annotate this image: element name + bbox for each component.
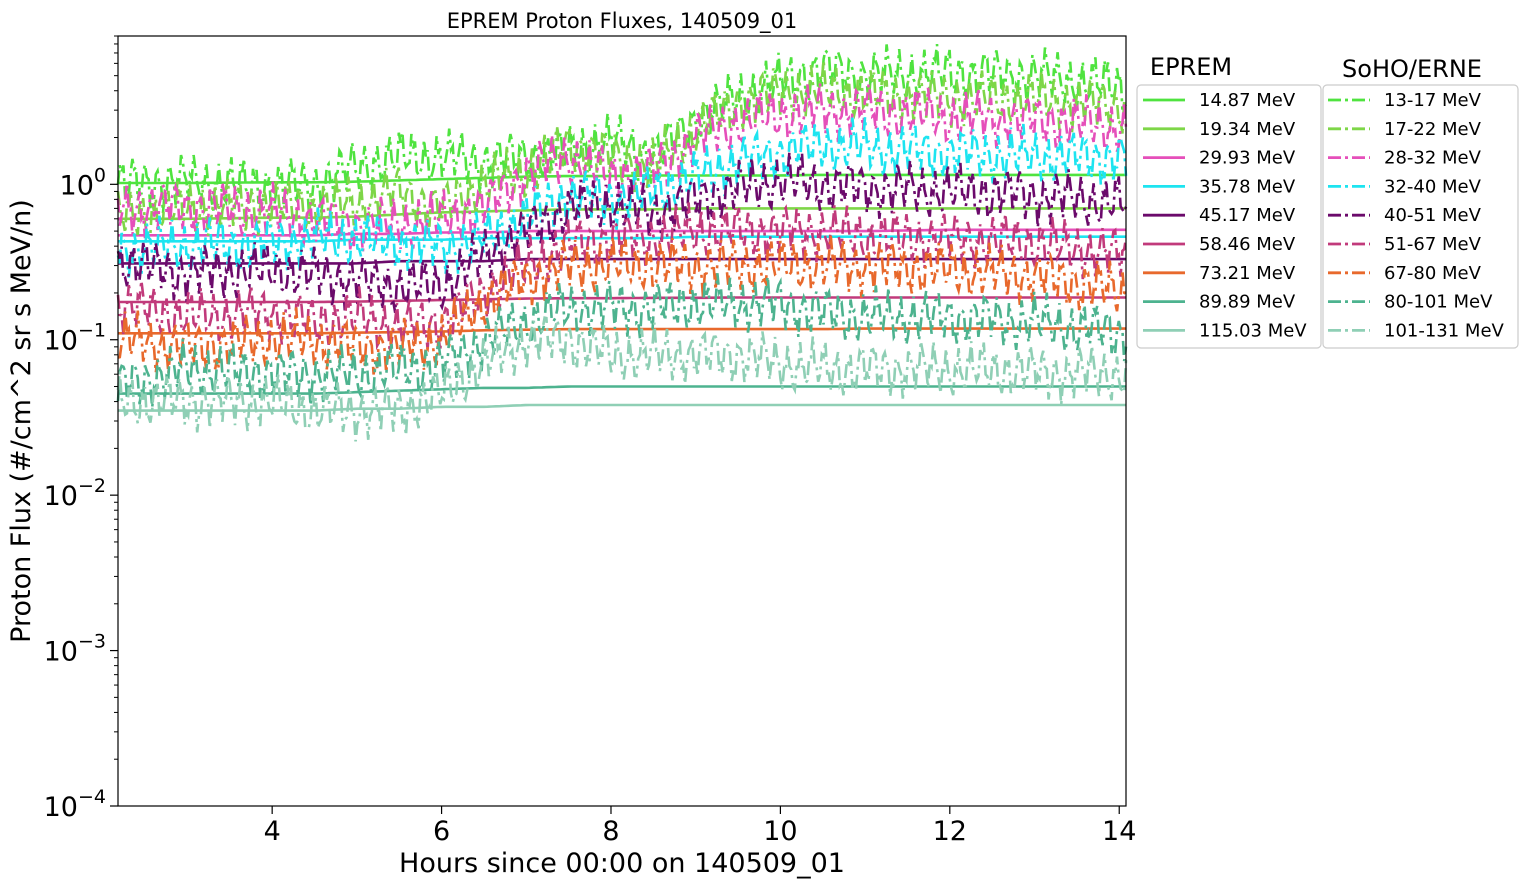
legend-erne: SoHO/ERNE 13-17 MeV 17-22 MeV 28-32 MeV 32-… (1322, 55, 1519, 349)
legend-label: 80-101 MeV (1384, 292, 1493, 313)
erne-line-7 (117, 235, 1127, 375)
legend-label: 58.46 MeV (1199, 234, 1296, 255)
y-tick-label: 100 (60, 164, 106, 201)
legend-erne-title: SoHO/ERNE (1342, 55, 1482, 83)
series-layer (116, 43, 1128, 442)
y-axis-label: Proton Flux (#/cm^2 sr s MeV/n) (6, 199, 37, 643)
legend-label: 29.93 MeV (1199, 148, 1296, 169)
x-tick-label: 4 (264, 816, 281, 847)
legend-label: 13-17 MeV (1384, 90, 1482, 111)
x-tick-label: 6 (433, 816, 450, 847)
erne-line-9 (116, 316, 1128, 442)
plot-frame (117, 35, 1127, 807)
eprem-line-4 (118, 235, 1126, 243)
erne-line-6 (116, 202, 1128, 353)
legend-label: 115.03 MeV (1199, 320, 1307, 341)
eprem-line-5 (118, 257, 1126, 265)
legend-label: 89.89 MeV (1199, 292, 1296, 313)
eprem-line-8 (118, 385, 1126, 395)
erne-line-1 (116, 43, 1127, 214)
x-axis: 4 6 8 10 12 14 (264, 806, 1136, 847)
legend-erne-items: 13-17 MeV 17-22 MeV 28-32 MeV 32-40 MeV 40-5… (1328, 90, 1505, 341)
legend-label: 40-51 MeV (1384, 205, 1482, 226)
chart-title: EPREM Proton Fluxes, 140509_01 (447, 9, 798, 34)
erne-line-4 (116, 117, 1128, 278)
legend-label: 101-131 MeV (1384, 320, 1505, 341)
legend-label: 19.34 MeV (1199, 119, 1296, 140)
legend-label: 45.17 MeV (1199, 205, 1296, 226)
legend-label: 67-80 MeV (1384, 263, 1482, 284)
x-axis-label: Hours since 00:00 on 140509_01 (399, 848, 845, 879)
legend-label: 35.78 MeV (1199, 176, 1296, 197)
legend-eprem-items: 14.87 MeV 19.34 MeV 29.93 MeV 35.78 MeV 45.1… (1143, 90, 1307, 341)
legend-label: 17-22 MeV (1384, 119, 1482, 140)
y-tick-label: 10−4 (44, 786, 106, 823)
x-tick-label: 12 (933, 816, 967, 847)
x-tick-label: 10 (763, 816, 797, 847)
y-tick-label: 10−3 (44, 631, 106, 668)
legend-label: 32-40 MeV (1384, 176, 1482, 197)
legend-eprem: EPREM 14.87 MeV 19.34 MeV 29.93 MeV 35.78 M… (1136, 53, 1322, 349)
erne-line-5 (116, 151, 1128, 314)
legend-label: 51-67 MeV (1384, 234, 1482, 255)
legend-label: 73.21 MeV (1199, 263, 1296, 284)
x-tick-label: 8 (602, 816, 619, 847)
legend-eprem-frame (1136, 84, 1322, 349)
legend-eprem-title: EPREM (1150, 53, 1232, 81)
legend-label: 28-32 MeV (1384, 148, 1482, 169)
x-tick-label: 14 (1102, 816, 1136, 847)
legend-erne-frame (1322, 84, 1519, 349)
y-tick-label: 10−2 (44, 475, 106, 512)
y-axis: 10−4 10−3 10−2 10−1 100 (44, 35, 118, 823)
y-tick-label: 10−1 (44, 320, 106, 357)
legend-label: 14.87 MeV (1199, 90, 1296, 111)
eprem-line-3 (118, 228, 1126, 237)
erne-line-2 (116, 59, 1127, 237)
